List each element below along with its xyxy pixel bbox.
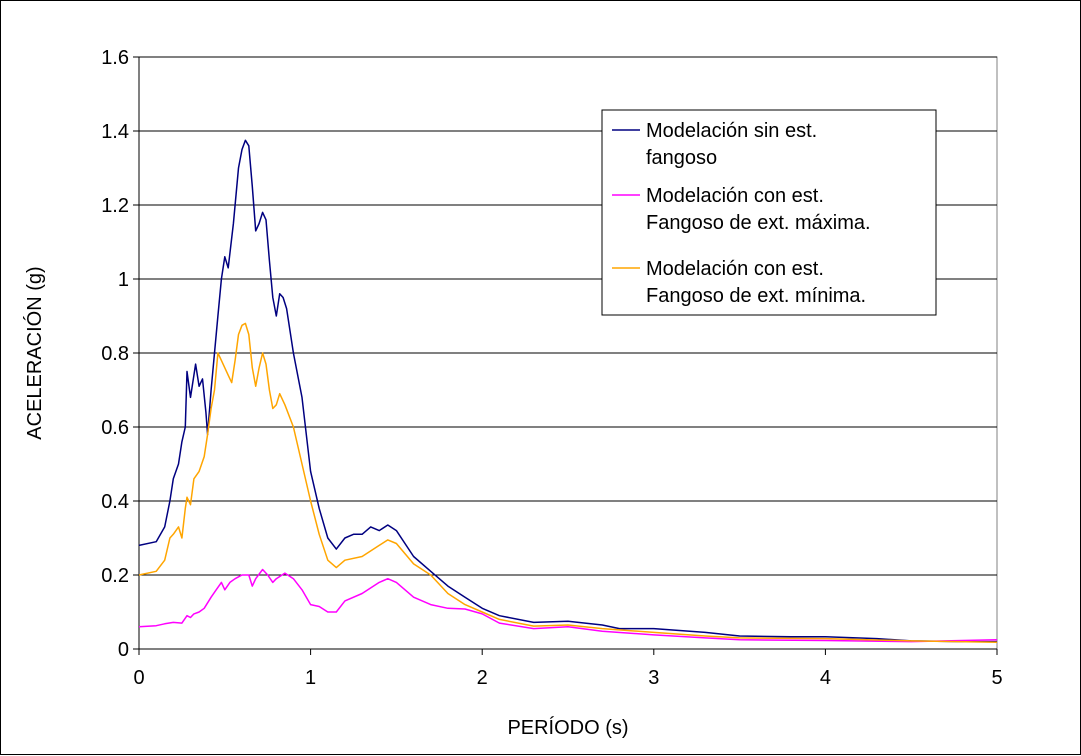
series-lines: [138, 139, 998, 644]
legend-box: [601, 109, 937, 316]
legend-label-1: fangoso: [646, 147, 717, 169]
legend: Modelación sin est. fangoso Modelación con…: [601, 109, 937, 316]
legend-label-2: Fangoso de ext. máxima.: [646, 212, 871, 234]
x-tick-label: 0: [133, 667, 144, 689]
y-axis: 0 0.2 0.4 0.6 0.8 1 1.2 1.4 1.6: [101, 47, 140, 661]
series-line-1: [138, 139, 997, 643]
legend-items: Modelación sin est. fangoso Modelación con…: [612, 120, 871, 307]
x-axis-title: PERÍODO (s): [507, 716, 628, 739]
x-axis: 0 1 2 3 4 5: [133, 648, 1003, 689]
x-tick-label: 5: [991, 667, 1002, 689]
y-tick-label: 1: [118, 269, 129, 291]
legend-label-3: Fangoso de ext. mínima.: [646, 285, 866, 307]
y-tick-label: 0.2: [101, 565, 129, 587]
x-tick-label: 4: [820, 667, 831, 689]
y-tick-label: 0.8: [101, 343, 129, 365]
x-tick-label: 1: [305, 667, 316, 689]
y-tick-label: 1.2: [101, 195, 129, 217]
y-tick-label: 1.4: [101, 121, 129, 143]
series-line-3: [138, 322, 998, 644]
series-line-2: [138, 568, 998, 643]
x-tick-label: 3: [648, 667, 659, 689]
y-tick-label: 1.6: [101, 47, 129, 69]
y-axis-title: ACELERACIÓN (g): [23, 266, 46, 439]
y-tick-label: 0.6: [101, 417, 129, 439]
legend-label-3: Modelación con est.: [646, 258, 824, 280]
legend-label-2: Modelación con est.: [646, 185, 824, 207]
legend-label-1: Modelación sin est.: [646, 120, 817, 142]
x-tick-label: 2: [477, 667, 488, 689]
y-tick-label: 0.4: [101, 491, 129, 513]
y-tick-label: 0: [118, 639, 129, 661]
